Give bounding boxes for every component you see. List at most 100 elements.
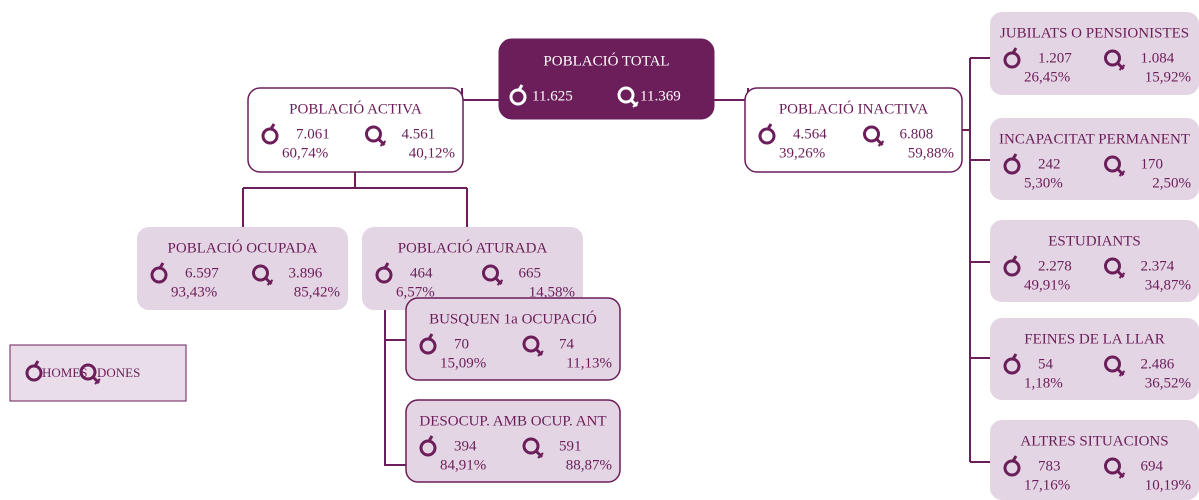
male-icon [419, 439, 437, 457]
men-count: 4.564 [793, 126, 827, 142]
female-icon [1104, 355, 1121, 373]
men-count: 70 [454, 336, 469, 352]
men-pct: 60,74% [282, 145, 328, 161]
male-icon [150, 266, 168, 284]
node-box [990, 318, 1199, 400]
women-pct: 59,88% [908, 145, 954, 161]
node-title: POBLACIÓ ACTIVA [289, 100, 422, 117]
male-icon [1003, 357, 1021, 375]
women-count: 74 [559, 336, 575, 352]
women-count: 11.369 [640, 88, 681, 104]
connectors [242, 57, 990, 466]
legend-men: HOMES [42, 365, 88, 380]
men-pct: 17,16% [1024, 477, 1070, 493]
women-pct: 11,13% [566, 355, 612, 371]
node-box [247, 87, 464, 173]
female-icon [522, 437, 540, 455]
women-pct: 40,12% [409, 145, 455, 161]
male-icon [758, 127, 776, 145]
male-icon [427, 435, 434, 442]
women-count: 170 [1141, 156, 1164, 172]
male-icon [1011, 47, 1018, 54]
node-title: JUBILATS O PENSIONISTES [1000, 25, 1189, 41]
women-pct: 88,87% [566, 457, 612, 473]
women-pct: 10,19% [1145, 477, 1191, 493]
men-count: 242 [1038, 156, 1061, 172]
female-icon [482, 264, 499, 282]
node-box [498, 38, 715, 120]
node-box [405, 297, 621, 381]
female-icon [863, 125, 880, 143]
men-pct: 6,57% [396, 284, 435, 300]
women-pct: 85,42% [294, 284, 340, 300]
female-icon [617, 86, 635, 104]
female-icon [522, 335, 540, 353]
female-icon [1104, 457, 1121, 475]
female-icon [1118, 170, 1126, 177]
female-icon [537, 350, 544, 357]
male-icon [375, 266, 393, 284]
women-count: 2.374 [1141, 258, 1175, 274]
female-icon [632, 101, 639, 108]
women-count: 2.486 [1141, 356, 1175, 372]
men-count: 54 [1038, 356, 1054, 372]
men-pct: 15,09% [440, 355, 486, 371]
women-count: 591 [559, 438, 582, 454]
male-icon [33, 360, 40, 367]
node-title: POBLACIÓ INACTIVA [779, 100, 928, 117]
women-count: 694 [1141, 458, 1164, 474]
male-icon [269, 123, 276, 130]
men-count: 1.207 [1038, 50, 1072, 66]
men-pct: 93,43% [171, 284, 217, 300]
male-icon [261, 127, 279, 145]
men-pct: 26,45% [1024, 69, 1070, 85]
female-icon [877, 140, 885, 147]
male-icon [1003, 157, 1021, 175]
node-box [744, 87, 963, 173]
male-icon [1003, 459, 1021, 477]
node-title: DESOCUP. AMB OCUP. ANT [419, 413, 606, 429]
female-icon [79, 363, 97, 381]
women-count: 4.561 [402, 126, 436, 142]
female-icon [1118, 472, 1126, 479]
men-pct: 5,30% [1024, 175, 1063, 191]
male-icon [1011, 353, 1018, 360]
node-title: INCAPACITAT PERMANENT [999, 131, 1190, 147]
men-count: 2.278 [1038, 258, 1072, 274]
women-pct: 2,50% [1152, 175, 1191, 191]
men-count: 394 [454, 438, 477, 454]
male-icon [158, 262, 165, 269]
female-icon [365, 125, 382, 143]
men-pct: 49,91% [1024, 277, 1070, 293]
node-title: POBLACIÓ TOTAL [543, 52, 669, 69]
male-icon [1011, 255, 1018, 262]
male-icon [383, 262, 390, 269]
men-count: 7.061 [296, 126, 330, 142]
female-icon [1104, 155, 1121, 173]
female-icon [1118, 370, 1126, 377]
male-icon [1003, 259, 1021, 277]
male-icon [25, 364, 43, 382]
node-title: ALTRES SITUACIONS [1020, 433, 1168, 449]
node-box [990, 420, 1199, 500]
male-icon [419, 337, 437, 355]
node-box [137, 227, 348, 310]
node-box [990, 220, 1199, 302]
women-pct: 34,87% [1145, 277, 1191, 293]
female-icon [1118, 272, 1126, 279]
female-icon [252, 264, 269, 282]
men-count: 783 [1038, 458, 1061, 474]
male-icon [517, 84, 524, 91]
women-pct: 36,52% [1145, 375, 1191, 391]
node-title: FEINES DE LA LLAR [1024, 331, 1164, 347]
men-count: 464 [410, 265, 433, 281]
male-icon [509, 88, 527, 106]
male-icon [766, 123, 773, 130]
female-icon [1118, 64, 1126, 71]
node-box [405, 399, 621, 483]
men-pct: 39,26% [779, 145, 825, 161]
female-icon [496, 279, 504, 286]
women-count: 3.896 [289, 265, 323, 281]
women-pct: 15,92% [1145, 69, 1191, 85]
female-icon [266, 279, 274, 286]
